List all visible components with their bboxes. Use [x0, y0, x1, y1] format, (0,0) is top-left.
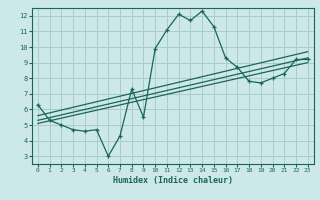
X-axis label: Humidex (Indice chaleur): Humidex (Indice chaleur): [113, 176, 233, 185]
